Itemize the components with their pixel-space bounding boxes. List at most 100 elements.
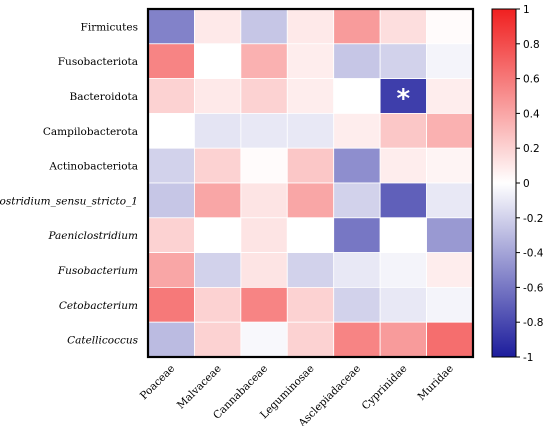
heatmap-cell [333,286,381,323]
colorbar-tick-label: -0.6 [523,282,544,294]
row-label: Bacteroidota [69,91,138,103]
heatmap-cell [379,8,427,45]
row-label: Fusobacteriota [58,56,138,68]
heatmap-cell [194,321,242,358]
heatmap-cell [426,43,474,79]
heatmap-cells [147,8,474,358]
heatmap-cell [240,321,288,358]
row-label: Cetobacterium [59,300,138,312]
heatmap-cell [194,43,242,79]
heatmap-cell [333,217,381,254]
column-label: Malvaceae [175,363,224,412]
heatmap-cell [379,147,427,184]
heatmap-cell [147,182,195,219]
column-label: Cyprinidae [360,363,410,413]
heatmap-cell [240,217,288,254]
heatmap-cell [240,147,288,184]
heatmap-cell [333,8,381,45]
significance-marker: * [397,84,411,114]
heatmap-cell [240,78,288,114]
heatmap-cell [194,147,242,184]
row-label: Paeniclostridium [47,230,138,242]
heatmap-cell [426,217,474,254]
heatmap-cell [286,252,335,288]
heatmap-cell [426,8,474,45]
heatmap-cell [240,43,288,79]
colorbar-tick-label: -0.2 [523,213,544,225]
heatmap-cell [379,321,427,358]
heatmap-cell [194,113,242,149]
heatmap-cell [426,147,474,184]
row-label: Fusobacterium [57,265,138,277]
heatmap-cell [194,8,242,45]
heatmap-cell [379,217,427,254]
column-labels: PoaceaeMalvaceaeCannabaceaeLeguminosaeAs… [138,363,456,426]
heatmap-cell [194,182,242,219]
heatmap-cell [286,113,335,149]
heatmap-cell [147,147,195,184]
heatmap-cell [286,78,335,114]
heatmap-cell [333,78,381,114]
heatmap-cell [333,252,381,288]
heatmap-cell [379,252,427,288]
heatmap-cell [333,182,381,219]
heatmap-cell [147,321,195,358]
heatmap-cell [194,286,242,323]
row-labels: Firmicutes Fusobacteriota Bacteroidota Camp… [0,21,139,346]
heatmap-cell [147,217,195,254]
colorbar-tick-label: -0.4 [523,248,544,260]
heatmap-cell [286,217,335,254]
row-label: Clostridium_sensu_stricto_1 [0,195,138,207]
heatmap-cell [240,8,288,45]
colorbar-ticks: 1 0.8 0.6 0.4 0.2 0 -0.2 -0.4 -0.6 -0.8 -1 [516,4,544,364]
heatmap-cell [286,8,335,45]
heatmap-cell [240,252,288,288]
row-label: Actinobacteriota [48,161,138,173]
heatmap-frame [146,7,475,359]
heatmap-cell [286,43,335,79]
column-label: Muridae [416,363,456,403]
heatmap-cell [379,43,427,79]
heatmap-cell [286,321,335,358]
heatmap-cell [194,217,242,254]
heatmap-cell [333,43,381,79]
heatmap-cell [240,182,288,219]
heatmap-cell [147,113,195,149]
heatmap-cell [240,113,288,149]
heatmap-cell [194,78,242,114]
heatmap-cell [426,182,474,219]
heatmap-cell [333,321,381,358]
heatmap-cell [333,147,381,184]
heatmap-cell [426,252,474,288]
heatmap-cell [379,182,427,219]
heatmap-cell [240,286,288,323]
heatmap-cell [147,43,195,79]
heatmap-cell [194,252,242,288]
heatmap-cell [426,286,474,323]
heatmap-cell [379,78,427,114]
row-label: Catellicoccus [67,335,139,347]
heatmap-cell [147,252,195,288]
colorbar-tick-label: -1 [523,352,533,364]
colorbar-tick-label: 0.2 [523,143,540,155]
heatmap-cell [286,182,335,219]
heatmap-cell [286,286,335,323]
colorbar [491,8,517,358]
colorbar-tick-label: 1 [523,4,530,16]
colorbar-tick-label: 0.6 [523,74,540,86]
heatmap-cell [379,286,427,323]
heatmap-cell [426,78,474,114]
heatmap-cell [147,286,195,323]
heatmap-cell [147,8,195,45]
heatmap-cell [426,113,474,149]
heatmap-cell [286,147,335,184]
row-label: Firmicutes [81,21,138,33]
colorbar-tick-label: 0 [523,178,530,190]
column-label: Poaceae [138,363,177,402]
heatmap-cell [147,78,195,114]
cell-annotations: * [397,84,411,114]
colorbar-tick-label: 0.8 [523,39,540,51]
row-label: Campilobacterota [43,126,138,138]
heatmap-cell [379,113,427,149]
colorbar-tick-label: -0.8 [523,317,544,329]
